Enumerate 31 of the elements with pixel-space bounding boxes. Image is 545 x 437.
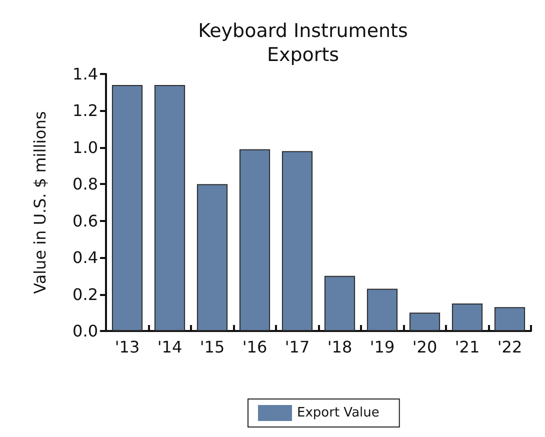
x-tick-label: '16 (242, 338, 268, 356)
x-tick-label: '22 (497, 338, 522, 356)
bar (324, 276, 356, 331)
y-tick-label: 0.4 (72, 248, 98, 268)
y-tick-label: 1.2 (72, 101, 98, 120)
x-tick-label: '20 (412, 338, 438, 356)
bar (282, 151, 313, 331)
x-tick-label: '15 (200, 338, 225, 356)
y-axis-title: Value in U.S. $ millions (30, 111, 50, 294)
bar (494, 307, 526, 331)
y-tick-label: 0.2 (72, 284, 98, 304)
bar (239, 149, 270, 331)
bar (409, 312, 440, 331)
x-tick-label: '17 (284, 338, 310, 356)
chart-title: Keyboard Instruments Exports (198, 20, 408, 66)
y-tick-label: 1.4 (72, 64, 98, 84)
legend-label: Export Value (297, 406, 380, 420)
x-tick-label: '14 (157, 338, 182, 356)
x-tick-label: '19 (370, 338, 395, 356)
y-tick-label: 0.0 (72, 322, 98, 340)
x-tick-label: '13 (114, 338, 140, 356)
bar (154, 85, 186, 331)
bar (112, 85, 143, 331)
bar (452, 303, 483, 331)
x-tick-label: '21 (454, 338, 480, 356)
bar (366, 288, 398, 331)
y-tick-label: 0.8 (72, 174, 98, 194)
bar (196, 184, 228, 331)
x-tick-label: '18 (327, 338, 352, 356)
y-tick-label: 1.0 (72, 138, 98, 157)
y-tick-label: 0.6 (72, 211, 98, 230)
